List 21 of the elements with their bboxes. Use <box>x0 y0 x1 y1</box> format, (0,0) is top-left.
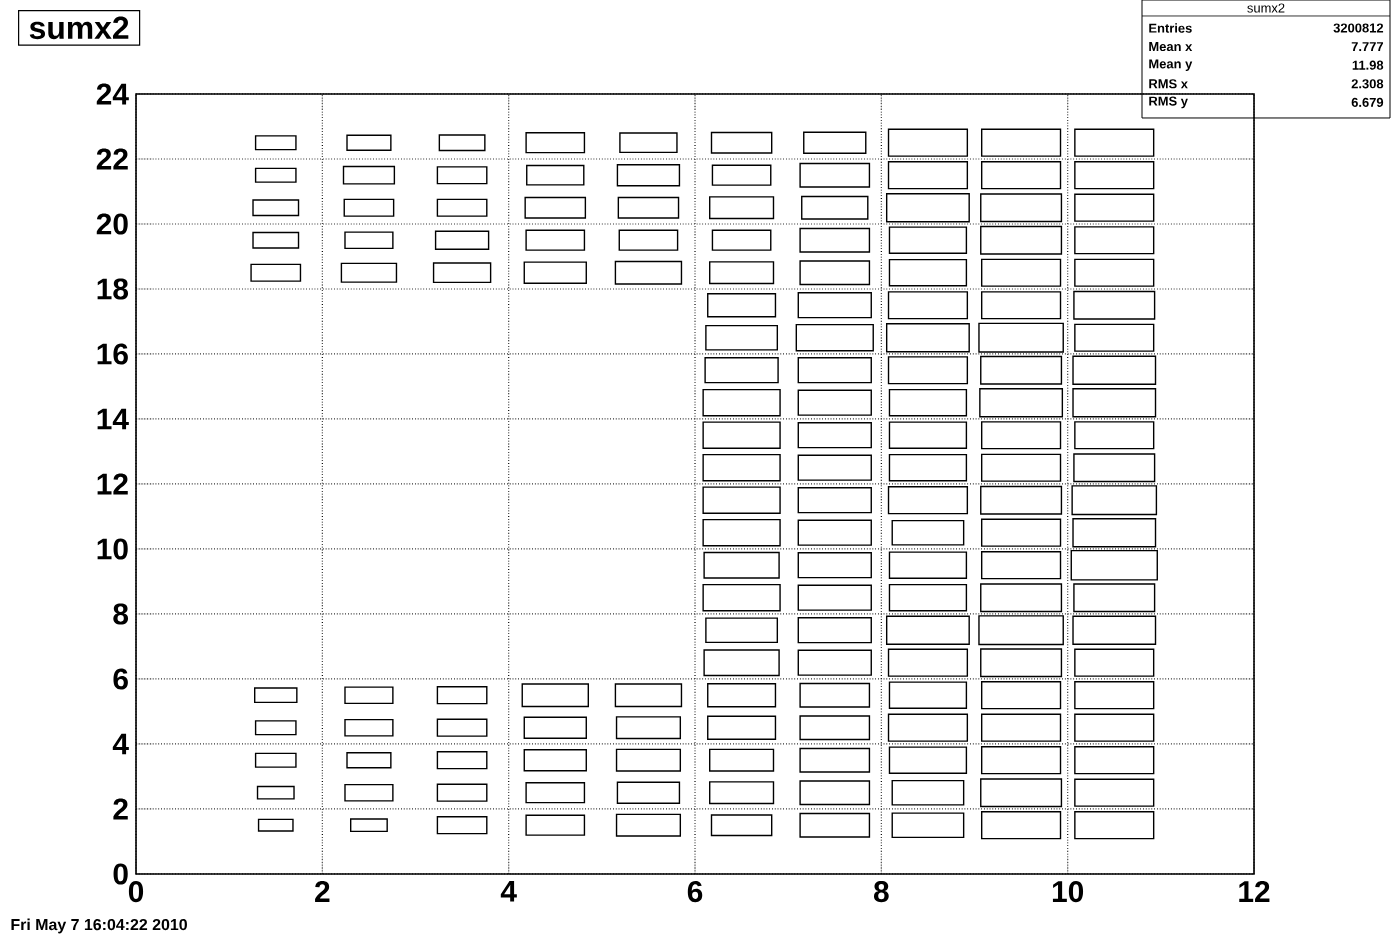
x-tick-label: 12 <box>1239 881 1270 902</box>
y-tick-label: 22 <box>96 148 128 170</box>
x-tick-label: 0 <box>128 881 144 903</box>
y-tick-label: 8 <box>113 603 129 625</box>
y-tick-label: 10 <box>97 538 128 560</box>
y-tick-label: 2 <box>113 798 128 820</box>
y-tick-label: 14 <box>97 408 129 430</box>
x-tick-label: 10 <box>1052 881 1084 903</box>
x-tick-label: 2 <box>315 881 330 902</box>
y-tick-label: 16 <box>97 343 128 365</box>
y-tick-label: 6 <box>113 668 128 690</box>
chart-title: sumx2 <box>29 16 129 40</box>
x-tick-label: 4 <box>500 881 517 902</box>
y-tick-label: 4 <box>112 733 129 755</box>
y-tick-label: 20 <box>96 213 128 235</box>
y-tick-label: 24 <box>96 83 129 105</box>
x-tick-label: 6 <box>687 881 703 903</box>
y-tick-label: 12 <box>97 473 128 495</box>
y-tick-label: 0 <box>113 863 128 885</box>
y-tick-label: 18 <box>97 278 129 300</box>
x-tick-label: 8 <box>873 881 889 903</box>
